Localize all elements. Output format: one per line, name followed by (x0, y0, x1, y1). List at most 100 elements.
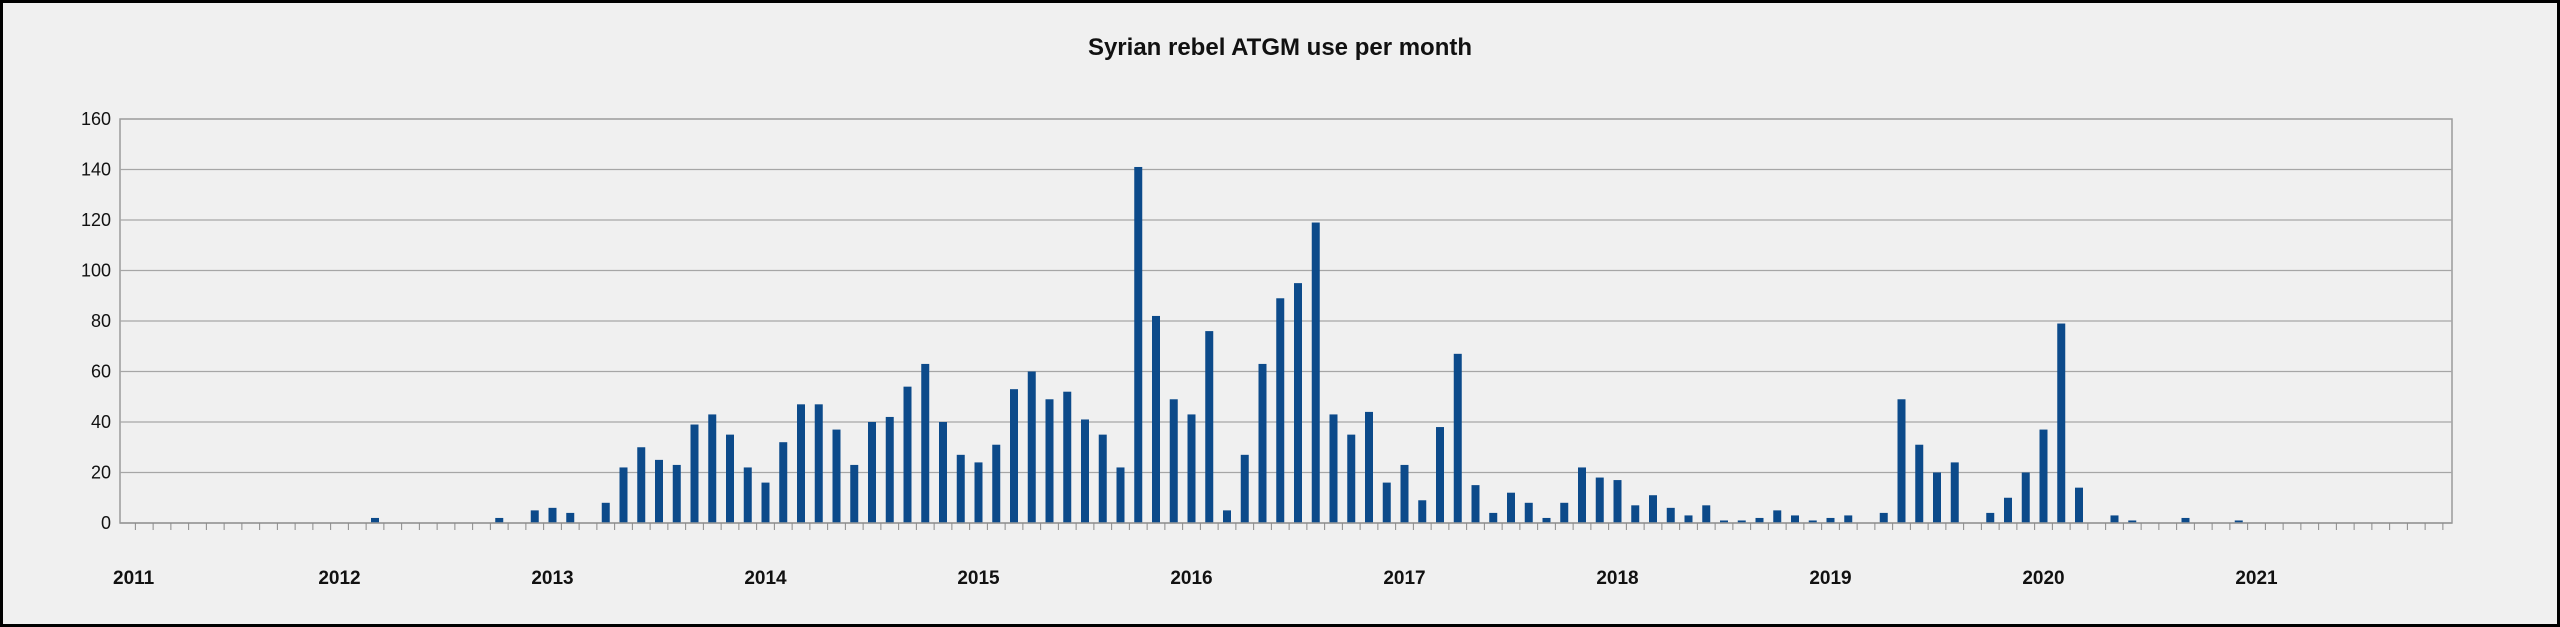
bar (956, 454, 965, 523)
bar (1986, 512, 1995, 523)
x-axis: 2011 2012 2013 2014 2015 2016 2017 2018 2019 2020… (113, 522, 2452, 589)
bar (1595, 477, 1604, 523)
bar (1436, 427, 1444, 523)
bar (1152, 315, 1160, 523)
bar (637, 447, 646, 523)
bar (797, 404, 805, 523)
bar (566, 512, 575, 523)
bar (974, 462, 983, 523)
bar (1027, 371, 1036, 523)
bar (2128, 520, 2137, 523)
bar (1684, 515, 1693, 523)
x-tick-label: 2018 (1596, 568, 1638, 589)
bar (1524, 502, 1533, 523)
y-tick-label: 20 (91, 463, 111, 483)
bar (1826, 517, 1835, 523)
y-tick-label: 140 (81, 160, 111, 180)
bar (1400, 464, 1409, 523)
bar (1329, 414, 1338, 523)
bar (1258, 363, 1267, 523)
bar (601, 502, 610, 523)
bar-chart: Syrian rebel ATGM use per month 0 20 40 60 8… (81, 34, 2453, 589)
bar (1134, 166, 1143, 523)
bar (1365, 411, 1373, 523)
bar (1276, 298, 1285, 523)
x-tick-label: 2017 (1383, 568, 1425, 589)
bar (903, 386, 912, 523)
bar (1418, 500, 1427, 523)
bar (1808, 520, 1817, 523)
bar (1010, 389, 1018, 523)
bar (868, 422, 876, 523)
bar (1737, 520, 1746, 523)
bar (2004, 497, 2012, 523)
bar (1950, 462, 1959, 523)
bar (1489, 512, 1498, 523)
bar (1205, 331, 1214, 523)
bar (495, 517, 504, 523)
bar (1791, 515, 1799, 523)
y-tick-label: 0 (101, 513, 111, 533)
bar (885, 416, 894, 523)
bar (1720, 520, 1728, 523)
bar (2234, 520, 2243, 523)
x-tick-label: 2016 (1170, 568, 1212, 589)
y-tick-label: 80 (91, 311, 111, 331)
bar (530, 510, 539, 523)
bar (1471, 485, 1480, 523)
bar (2075, 487, 2083, 523)
bar (1542, 517, 1551, 523)
bar (371, 517, 379, 523)
bar (1631, 505, 1640, 523)
x-tick-label: 2020 (2022, 568, 2064, 589)
bar (779, 442, 788, 523)
bar (1223, 510, 1231, 523)
x-tick-label: 2019 (1809, 568, 1851, 589)
bar (992, 444, 1001, 523)
bar (1755, 517, 1764, 523)
bar (708, 414, 717, 523)
bar (672, 464, 681, 523)
bar (655, 459, 663, 523)
bar (1915, 444, 1924, 523)
bar (548, 507, 557, 523)
bar (1187, 414, 1196, 523)
bar (726, 434, 734, 523)
bar (1507, 492, 1515, 523)
bar (619, 467, 628, 523)
bar (1933, 472, 1941, 523)
bar (1844, 515, 1853, 523)
bar (1098, 434, 1107, 523)
bar (921, 363, 930, 523)
bar (1169, 399, 1178, 523)
y-tick-label: 60 (91, 362, 111, 382)
bar (1240, 454, 1249, 523)
bar (850, 464, 859, 523)
bar (1453, 353, 1462, 523)
y-tick-label: 40 (91, 412, 111, 432)
bar (1578, 467, 1586, 523)
chart-frame: Syrian rebel ATGM use per month 0 20 40 60 8… (3, 3, 2557, 624)
bar (1560, 502, 1569, 523)
bar (1382, 482, 1391, 523)
y-axis: 0 20 40 60 80 100 120 140 160 (81, 109, 111, 533)
bar (1649, 495, 1657, 523)
bar (832, 429, 841, 523)
bar (1613, 480, 1622, 523)
bar (1666, 507, 1675, 523)
y-tick-label: 160 (81, 109, 111, 129)
bar (2039, 429, 2048, 523)
bars (371, 166, 2243, 523)
bar (2181, 517, 2190, 523)
bar (939, 422, 947, 523)
bar (1063, 391, 1072, 523)
bar (2110, 515, 2119, 523)
bar (1347, 434, 1356, 523)
y-tick-label: 100 (81, 261, 111, 281)
x-tick-label: 2015 (957, 568, 1000, 589)
bar (814, 404, 823, 523)
y-tick-label: 120 (81, 210, 111, 230)
bar (1773, 510, 1782, 523)
bar (1294, 283, 1302, 523)
x-tick-label: 2012 (318, 568, 360, 589)
